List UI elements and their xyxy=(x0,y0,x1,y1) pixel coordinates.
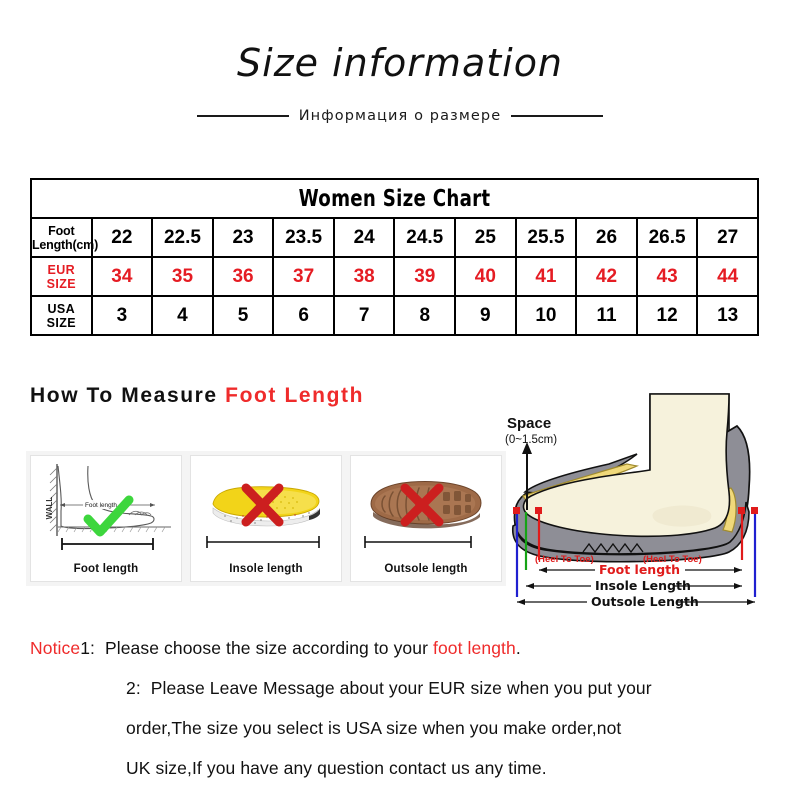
cell-eur-10: 44 xyxy=(696,256,759,297)
measure-box-caption: Foot length xyxy=(73,563,139,575)
table-title-row: Women Size Chart xyxy=(31,178,758,219)
subtitle-row: Информация о размере xyxy=(0,108,800,124)
cell-foot-length-3: 23.5 xyxy=(272,217,335,258)
how-to-measure-highlight: Foot Length xyxy=(225,384,365,407)
notice-item-1-number: 1: xyxy=(80,638,96,658)
size-chart-table-wrapper: Women Size Chart Foot Length(cm) 22 22.5… xyxy=(30,178,759,336)
cell-eur-4: 38 xyxy=(332,256,396,297)
space-value: (0~1.5cm) xyxy=(505,434,557,446)
shoe-cross-section-diagram: Space (0~1.5cm) (Heel To Toe) (Heel To T… xyxy=(487,392,772,612)
cell-eur-7: 41 xyxy=(514,256,578,297)
foot-against-wall-illustration: WALL F xyxy=(45,464,171,550)
notice-item-1-text-a: Please choose the size according to your xyxy=(104,638,433,658)
cell-usa-4: 7 xyxy=(332,295,396,336)
notice-item-2-line-2: order,The size you select is USA size wh… xyxy=(126,718,622,738)
cell-eur-1: 35 xyxy=(151,256,214,297)
check-icon xyxy=(83,495,134,537)
svg-text:WALL: WALL xyxy=(45,497,54,520)
cell-eur-5: 39 xyxy=(393,256,457,297)
cell-foot-length-1: 22.5 xyxy=(151,217,214,258)
subtitle-rule-right xyxy=(511,115,604,117)
cell-usa-3: 6 xyxy=(272,295,335,336)
insole-illustration xyxy=(206,483,320,548)
cell-usa-1: 4 xyxy=(151,295,214,336)
cell-foot-length-4: 24 xyxy=(332,217,396,258)
notice-item-2-line-1: Please Leave Message about your EUR size… xyxy=(150,678,652,698)
cell-foot-length-6: 25 xyxy=(454,217,517,258)
cell-usa-0: 3 xyxy=(90,295,154,336)
page-title: Size information xyxy=(236,41,564,85)
heel-to-toe-left-label: (Heel To Toe) xyxy=(535,554,594,565)
cell-eur-6: 40 xyxy=(454,256,517,297)
notice-line-3: order,The size you select is USA size wh… xyxy=(30,708,770,748)
how-to-measure-heading: How To Measure Foot Length xyxy=(30,384,364,408)
foot-length-label: Foot length xyxy=(599,562,680,577)
cell-eur-3: 37 xyxy=(272,256,335,297)
subtitle-rule-left xyxy=(196,115,289,117)
outsole-illustration xyxy=(364,481,482,548)
size-chart-title: Women Size Chart xyxy=(73,178,716,219)
cell-usa-5: 8 xyxy=(393,295,457,336)
table-row: EUR SIZE 34 35 36 37 38 39 40 41 42 43 4… xyxy=(30,256,759,297)
heel-to-toe-right-label: (Heel To Toe) xyxy=(643,554,702,565)
cell-foot-length-2: 23 xyxy=(211,217,275,258)
table-row: Foot Length(cm) 22 22.5 23 23.5 24 24.5 … xyxy=(30,217,759,258)
cell-foot-length-5: 24.5 xyxy=(393,217,457,258)
notice-line-4: UK size,If you have any question contact… xyxy=(30,748,770,788)
cell-eur-2: 36 xyxy=(211,256,275,297)
cell-usa-10: 13 xyxy=(696,295,759,336)
inner-foot-length-label: Foot length xyxy=(85,502,117,509)
cell-foot-length-0: 22 xyxy=(90,217,154,258)
notice-item-1-text-b: . xyxy=(515,638,521,658)
notice-label: Notice xyxy=(30,638,81,658)
measure-box-foot-length: WALL F xyxy=(30,455,182,582)
notice-line-2: 2: Please Leave Message about your EUR s… xyxy=(30,668,770,708)
cell-usa-2: 5 xyxy=(211,295,275,336)
cell-foot-length-8: 26 xyxy=(575,217,638,258)
size-chart-body: Women Size Chart Foot Length(cm) 22 22.5… xyxy=(30,178,759,336)
table-row: USA SIZE 3 4 5 6 7 8 9 10 11 12 13 xyxy=(30,295,759,336)
page-subtitle: Информация о размере xyxy=(298,108,502,124)
cell-usa-8: 11 xyxy=(575,295,638,336)
notice-item-2-number: 2: xyxy=(126,678,141,698)
notice-line-1: Notice1: Please choose the size accordin… xyxy=(30,628,770,668)
row-label-usa-size: USA SIZE xyxy=(30,295,93,336)
cross-icon xyxy=(241,483,284,527)
size-chart-table: Women Size Chart Foot Length(cm) 22 22.5… xyxy=(30,178,759,336)
cell-eur-8: 42 xyxy=(575,256,638,297)
cell-eur-9: 43 xyxy=(635,256,699,297)
outsole-length-label: Outsole Length xyxy=(591,594,699,609)
insole-length-label: Insole Length xyxy=(595,578,691,593)
measure-box-caption: Outsole length xyxy=(384,563,468,575)
cell-foot-length-10: 27 xyxy=(696,217,759,258)
cell-eur-0: 34 xyxy=(90,256,154,297)
cross-icon xyxy=(400,483,444,527)
cell-foot-length-9: 26.5 xyxy=(635,217,699,258)
measure-box-insole-length: Insole length xyxy=(190,455,342,582)
cell-usa-7: 10 xyxy=(514,295,578,336)
page-header: Size information Информация о размере xyxy=(0,44,800,124)
cell-usa-6: 9 xyxy=(454,295,517,336)
cell-usa-9: 12 xyxy=(635,295,699,336)
measure-box-outsole-length: Outsole length xyxy=(350,455,502,582)
measure-box-caption: Insole length xyxy=(229,563,303,575)
notice-item-1-highlight: foot length xyxy=(433,638,516,658)
notice-section: Notice1: Please choose the size accordin… xyxy=(30,628,770,788)
notice-item-2-line-3: UK size,If you have any question contact… xyxy=(126,758,547,778)
row-label-foot-length: Foot Length(cm) xyxy=(30,217,98,258)
row-label-eur-size: EUR SIZE xyxy=(30,256,93,297)
shoe-diagram-svg: Space (0~1.5cm) (Heel To Toe) (Heel To T… xyxy=(505,393,758,609)
how-to-measure-text: How To Measure xyxy=(30,384,226,407)
measurement-examples: WALL F xyxy=(30,455,502,582)
cell-foot-length-7: 25.5 xyxy=(514,217,578,258)
space-label: Space xyxy=(507,415,551,432)
